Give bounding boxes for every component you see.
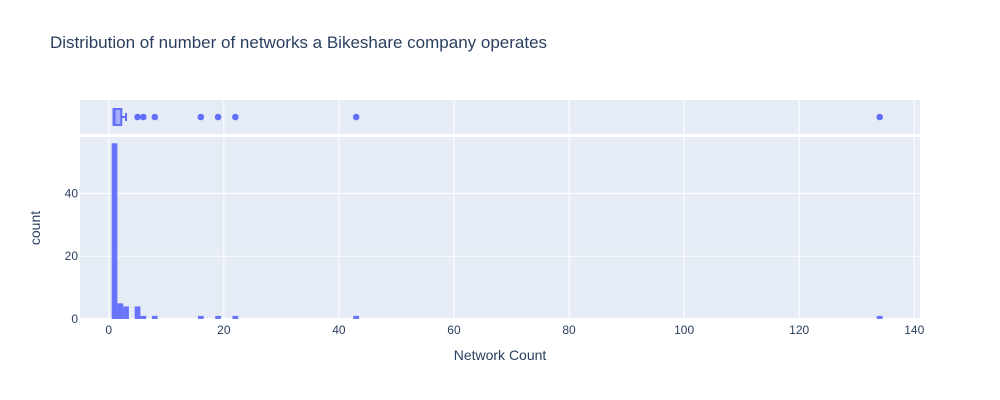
x-tick-label: 40 <box>332 323 346 337</box>
histogram-bar <box>134 306 141 319</box>
outlier-point <box>214 113 222 121</box>
x-tick-label: 80 <box>562 323 576 337</box>
outlier-point <box>151 113 159 121</box>
tick-labels: 0 20 40 60 80 100 120 140 0 20 40 <box>65 186 925 337</box>
outlier-point <box>876 113 884 121</box>
x-axis-title: Network Count <box>454 347 547 363</box>
y-tick-label: 20 <box>65 249 79 263</box>
box-plot <box>112 108 884 126</box>
chart-title: Distribution of number of networks a Bik… <box>50 33 548 52</box>
histogram-plot-background <box>80 137 920 319</box>
histogram-bar <box>151 315 158 319</box>
x-tick-label: 140 <box>904 323 924 337</box>
y-axis-title: count <box>27 211 43 245</box>
outlier-point <box>139 113 147 121</box>
histogram-bar <box>215 315 221 319</box>
x-tick-label: 120 <box>789 323 809 337</box>
outlier-point <box>352 113 360 121</box>
outlier-point <box>232 113 239 121</box>
histogram-bar <box>197 315 204 319</box>
histogram-bar <box>117 303 124 319</box>
histogram-bars <box>111 143 883 319</box>
box-plot-background <box>80 100 920 134</box>
histogram-bar <box>353 315 360 319</box>
histogram-bar <box>876 315 883 319</box>
histogram-bar <box>111 143 118 319</box>
x-tick-label: 100 <box>674 323 694 337</box>
y-tick-label: 40 <box>65 186 79 200</box>
gridlines <box>80 100 920 320</box>
outlier-point <box>134 113 141 121</box>
histogram-bar <box>140 315 147 319</box>
y-tick-label: 0 <box>71 312 78 326</box>
x-tick-label: 60 <box>447 323 461 337</box>
x-tick-label: 20 <box>217 323 231 337</box>
x-tick-label: 0 <box>105 323 112 337</box>
outlier-point <box>197 113 205 121</box>
histogram-bar <box>232 315 239 319</box>
histogram-bar <box>123 306 129 319</box>
